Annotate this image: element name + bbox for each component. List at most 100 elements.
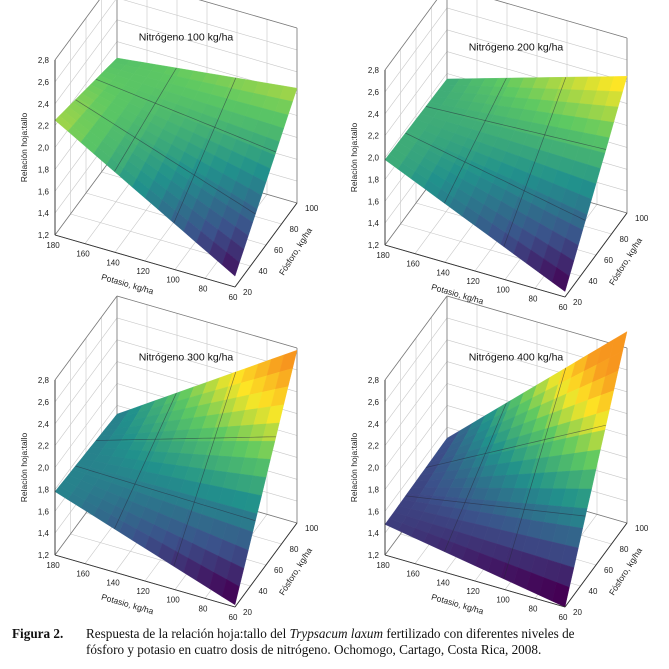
z-tick-label: 40 <box>589 277 598 286</box>
x-tick-label: 140 <box>436 268 450 277</box>
z-tick-label: 100 <box>635 524 649 533</box>
surface-mesh-line <box>75 99 256 215</box>
y-tick-label: 1,8 <box>38 165 50 174</box>
x-tick-label: 160 <box>406 570 420 579</box>
z-tick-label: 80 <box>620 545 629 554</box>
surface-mesh-line <box>95 78 277 153</box>
surface-mesh-line <box>95 436 276 441</box>
y-tick-label: 1,4 <box>38 209 50 218</box>
z-tick-label: 80 <box>620 235 629 244</box>
y-tick-label: 2,0 <box>368 464 380 473</box>
chart-panel-n300: 1,2 1,4 1,6 1,8 2,0 2,2 2,4 2,6 2,8 180 160 140 120 1… <box>0 295 330 622</box>
y-axis-title: Relación hoja:tallo <box>349 123 359 193</box>
y-tick-label: 1,2 <box>368 241 380 250</box>
chart-title: Nitrógeno 100 kg/ha <box>139 31 234 43</box>
x-tick-label: 80 <box>529 604 538 613</box>
x-tick-label: 140 <box>106 258 120 267</box>
z-tick-label: 60 <box>604 256 613 265</box>
surface-mesh-line <box>173 77 237 224</box>
z-tick-label: 20 <box>243 608 252 617</box>
chart-panel-n400: 1,2 1,4 1,6 1,8 2,0 2,2 2,4 2,6 2,8 180 160 140 120 1… <box>330 295 660 622</box>
x-tick-label: 140 <box>106 578 120 587</box>
y-tick-label: 2,6 <box>368 398 380 407</box>
surface-mesh-line <box>405 132 586 221</box>
y-tick-label: 2,8 <box>368 376 380 385</box>
surface-mesh-line <box>444 402 507 552</box>
y-tick-label: 2,2 <box>38 122 50 131</box>
y-tick-label: 2,2 <box>368 132 380 141</box>
x-tick-label: 180 <box>46 241 60 250</box>
surface-cell <box>551 267 570 292</box>
plot-body: 1,2 1,4 1,6 1,8 2,0 2,2 2,4 2,6 2,8 180 160 140 120 1… <box>349 0 649 312</box>
caption-line-2: fósforo y potasio en cuatro dosis de nit… <box>86 642 542 657</box>
surface-cell <box>279 349 298 373</box>
x-tick-label: 140 <box>436 578 450 587</box>
x-tick-label: 120 <box>136 587 150 596</box>
x-tick-label: 180 <box>376 251 390 260</box>
z-tick-label: 80 <box>290 545 299 554</box>
surface-cell <box>551 582 570 608</box>
caption-label: Figura 2. <box>12 626 64 641</box>
chart-title: Nitrógeno 400 kg/ha <box>469 351 564 363</box>
surface <box>384 76 628 292</box>
caption-line-1: Respuesta de la relación hoja:tallo del … <box>86 626 575 641</box>
y-tick-label: 2,4 <box>368 420 380 429</box>
x-tick-label: 100 <box>496 596 510 605</box>
z-tick-label: 20 <box>573 298 582 307</box>
surface <box>384 331 628 608</box>
figure-caption: Figura 2. Respuesta de la relación hoja:… <box>12 626 657 657</box>
x-tick-label: 180 <box>46 561 60 570</box>
caption-text: Respuesta de la relación hoja:tallo del … <box>86 626 657 658</box>
y-tick-label: 1,4 <box>38 529 50 538</box>
x-tick-label: 100 <box>166 276 180 285</box>
y-tick-label: 2,0 <box>368 154 380 163</box>
y-tick-label: 2,4 <box>38 100 50 109</box>
surface-mesh-line <box>114 67 177 172</box>
x-tick-label: 60 <box>229 613 238 622</box>
surface-mesh-line <box>503 367 567 579</box>
x-tick-label: 80 <box>199 284 208 293</box>
z-tick-label: 20 <box>573 608 582 617</box>
z-tick-label: 100 <box>305 524 319 533</box>
surface-plot-n300: 1,2 1,4 1,6 1,8 2,0 2,2 2,4 2,6 2,8 180 160 140 120 1… <box>19 295 319 622</box>
surface-mesh-line <box>444 77 507 204</box>
x-tick-label: 80 <box>529 294 538 303</box>
chart-title: Nitrógeno 300 kg/ha <box>139 351 234 363</box>
y-tick-label: 1,8 <box>368 485 380 494</box>
y-tick-label: 2,0 <box>38 144 50 153</box>
surface-mesh-line <box>425 424 606 468</box>
x-tick-label: 120 <box>466 277 480 286</box>
y-axis-title: Relación hoja:tallo <box>19 113 29 183</box>
x-tick-label: 120 <box>136 267 150 276</box>
y-tick-label: 1,2 <box>38 551 50 560</box>
surface-plot-n200: 1,2 1,4 1,6 1,8 2,0 2,2 2,4 2,6 2,8 180 160 140 120 1… <box>349 0 649 312</box>
surface <box>54 349 298 606</box>
z-tick-label: 20 <box>243 288 252 297</box>
chart-title: Nitrógeno 200 kg/ha <box>469 41 564 53</box>
y-tick-label: 2,8 <box>38 56 50 65</box>
z-tick-label: 100 <box>635 214 649 223</box>
y-tick-label: 1,6 <box>38 187 50 196</box>
y-tick-label: 2,6 <box>368 88 380 97</box>
y-tick-label: 2,4 <box>38 420 50 429</box>
z-tick-label: 40 <box>589 587 598 596</box>
z-tick-label: 40 <box>259 267 268 276</box>
plot-body: 1,2 1,4 1,6 1,8 2,0 2,2 2,4 2,6 2,8 180 160 140 120 1… <box>19 295 319 622</box>
y-tick-label: 1,4 <box>368 529 380 538</box>
y-tick-label: 2,0 <box>38 464 50 473</box>
y-tick-label: 2,6 <box>38 398 50 407</box>
x-tick-label: 100 <box>166 596 180 605</box>
surface-mesh-line <box>503 77 567 247</box>
caption-species: Trypsacum laxum <box>289 626 384 641</box>
surface-cell <box>221 251 240 277</box>
plot-body: 1,2 1,4 1,6 1,8 2,0 2,2 2,4 2,6 2,8 180 160 140 120 1… <box>19 0 319 302</box>
y-tick-label: 1,4 <box>368 219 380 228</box>
y-tick-label: 1,6 <box>38 507 50 516</box>
x-tick-label: 100 <box>496 286 510 295</box>
x-tick-label: 160 <box>76 250 90 259</box>
chart-panel-n100: 1,2 1,4 1,6 1,8 2,0 2,2 2,4 2,6 2,8 180 160 140 120 1… <box>0 0 330 302</box>
x-tick-label: 60 <box>559 303 568 312</box>
x-tick-label: 160 <box>406 260 420 269</box>
x-tick-label: 160 <box>76 570 90 579</box>
y-tick-label: 1,8 <box>38 485 50 494</box>
